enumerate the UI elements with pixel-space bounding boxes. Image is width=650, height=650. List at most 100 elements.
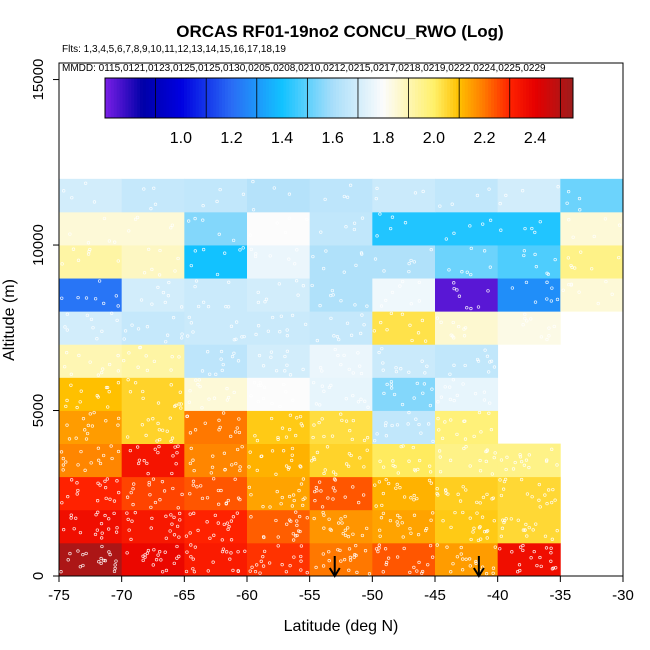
sample-point — [360, 313, 364, 317]
sample-point — [301, 477, 306, 481]
sample-point — [296, 529, 301, 533]
sample-point — [533, 252, 537, 257]
sample-point — [573, 266, 577, 270]
sample-point — [288, 564, 292, 568]
sample-point — [175, 556, 179, 560]
colorbar-segment — [479, 78, 483, 118]
sample-point — [176, 444, 180, 448]
sample-point — [377, 480, 382, 484]
sample-point — [299, 544, 304, 548]
sample-point — [136, 461, 141, 466]
sample-point — [128, 390, 133, 394]
sample-point — [201, 247, 206, 252]
colorbar-segment — [476, 78, 480, 118]
colorbar-segment — [233, 78, 238, 118]
sample-point — [160, 428, 165, 432]
sample-point — [429, 481, 433, 485]
sample-point — [342, 353, 346, 358]
sample-point — [282, 382, 286, 387]
sample-point — [416, 331, 421, 335]
sample-point — [566, 189, 571, 194]
sample-point — [491, 571, 495, 575]
sample-point — [243, 549, 247, 553]
colorbar-segment — [175, 78, 179, 118]
sample-point — [65, 312, 70, 316]
sample-point — [531, 528, 535, 532]
sample-point — [310, 459, 314, 463]
heatmap-cell — [309, 278, 373, 312]
sample-point — [428, 464, 432, 468]
sample-point — [319, 489, 323, 493]
sample-point — [249, 394, 253, 398]
sample-point — [261, 396, 266, 401]
colorbar-segment — [543, 78, 548, 118]
colorbar-segment — [496, 78, 501, 118]
sample-point — [192, 511, 196, 515]
sample-point — [233, 477, 237, 481]
heatmap-cell — [184, 476, 248, 511]
sample-point — [285, 334, 290, 338]
sample-point — [380, 503, 384, 508]
sample-point — [178, 518, 182, 522]
heatmap-cell — [121, 443, 185, 478]
sample-point — [468, 464, 472, 468]
sample-point — [163, 300, 167, 305]
sample-point — [472, 434, 476, 439]
sample-point — [76, 549, 80, 553]
sample-point — [96, 395, 100, 399]
sample-point — [107, 362, 112, 367]
sample-point — [65, 398, 69, 403]
sample-point — [157, 428, 161, 432]
sample-point — [162, 489, 167, 493]
sample-point — [173, 445, 177, 449]
sample-point — [460, 568, 465, 572]
sample-point — [323, 468, 327, 472]
sample-point — [186, 334, 190, 338]
heatmap-cell — [59, 443, 123, 478]
heatmap-cell — [247, 476, 311, 511]
sample-point — [285, 522, 289, 526]
sample-point — [259, 559, 263, 563]
sample-point — [220, 538, 224, 542]
sample-point — [305, 516, 309, 520]
sample-point — [222, 451, 227, 455]
sample-point — [354, 544, 358, 548]
sample-point — [345, 321, 350, 325]
sample-point — [550, 537, 554, 541]
heatmap-cell — [372, 178, 436, 213]
colorbar-segment — [537, 78, 542, 118]
colorbar-segment — [532, 78, 536, 118]
sample-point — [100, 544, 104, 549]
sample-point — [96, 446, 101, 450]
sample-point — [327, 517, 331, 521]
sample-point — [407, 459, 411, 463]
sample-point — [435, 543, 439, 547]
sample-point — [482, 530, 487, 534]
colorbar-segment — [219, 78, 223, 118]
colorbar-tick-label: 1.0 — [170, 130, 192, 147]
sample-point — [523, 316, 527, 321]
heatmap-cell — [309, 245, 373, 279]
sample-point — [270, 449, 275, 453]
sample-point — [69, 513, 73, 517]
sample-point — [266, 329, 271, 333]
sample-point — [75, 481, 79, 485]
sample-point — [567, 218, 571, 222]
sample-point — [417, 458, 422, 463]
sample-point — [436, 400, 440, 404]
sample-point — [191, 479, 196, 483]
sample-point — [215, 199, 219, 204]
sample-point — [175, 524, 180, 529]
sample-point — [298, 414, 303, 419]
colorbar-segment — [286, 78, 290, 118]
sample-point — [303, 322, 308, 326]
sample-point — [443, 420, 447, 424]
sample-point — [329, 528, 333, 532]
x-tick-label: -75 — [48, 587, 70, 604]
colorbar-segment — [181, 78, 185, 118]
sample-point — [473, 392, 478, 396]
heatmap-cell — [372, 344, 436, 378]
sample-point — [415, 496, 419, 501]
sample-point — [408, 323, 412, 327]
sample-point — [95, 337, 99, 341]
